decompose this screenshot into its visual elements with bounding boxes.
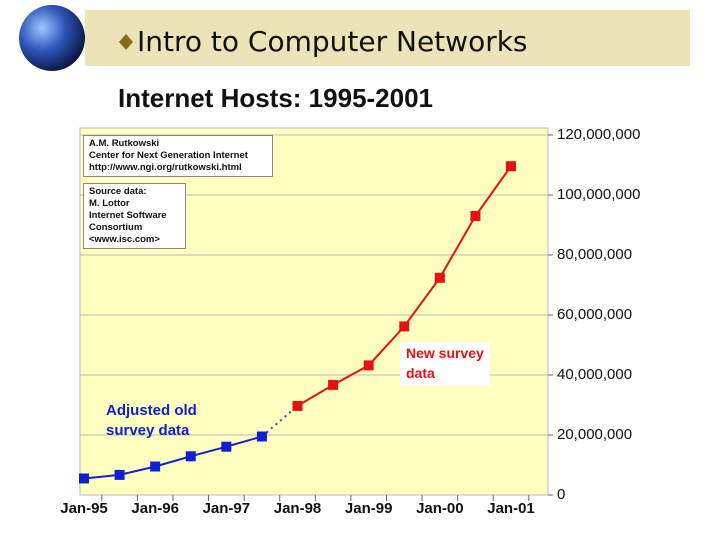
connector (261, 405, 299, 438)
data-point (292, 400, 303, 411)
bullet-icon (119, 34, 133, 50)
y-tick-label: 100,000,000 (557, 186, 640, 203)
data-point (328, 379, 339, 390)
y-tick-label: 80,000,000 (557, 246, 632, 263)
data-point (150, 461, 161, 472)
source-note: A.M. Rutkowski Center for Next Generatio… (83, 135, 273, 177)
y-tick-label: 20,000,000 (557, 426, 632, 443)
header-title: Intro to Computer Networks (137, 25, 528, 58)
series-label: Adjusted old survey data (106, 402, 197, 439)
source-note: Source data: M. Lottor Internet Software… (83, 183, 186, 249)
x-tick-label: Jan-95 (60, 500, 108, 517)
x-tick-label: Jan-01 (487, 500, 535, 517)
x-tick-label: Jan-99 (345, 500, 393, 517)
series-line (83, 435, 263, 480)
data-point (470, 211, 481, 221)
header-banner (85, 10, 690, 66)
data-point (114, 469, 125, 480)
data-point (221, 441, 232, 452)
y-tick-label: 120,000,000 (557, 126, 640, 143)
data-point (363, 360, 374, 371)
y-tick-label: 60,000,000 (557, 306, 632, 323)
y-tick-label: 40,000,000 (557, 366, 632, 383)
chart-title: Internet Hosts: 1995-2001 (118, 83, 433, 113)
series-label: New survey data (400, 342, 490, 386)
data-point (79, 473, 89, 484)
data-point (185, 451, 196, 462)
x-tick-label: Jan-97 (203, 500, 251, 517)
x-tick-label: Jan-00 (416, 500, 464, 517)
data-point (256, 431, 267, 442)
data-point (506, 161, 516, 172)
globe-icon (19, 5, 85, 71)
data-point (399, 321, 410, 332)
x-tick-label: Jan-98 (274, 500, 322, 517)
data-point (434, 272, 445, 283)
y-tick-label: 0 (557, 486, 565, 503)
x-tick-label: Jan-96 (131, 500, 179, 517)
